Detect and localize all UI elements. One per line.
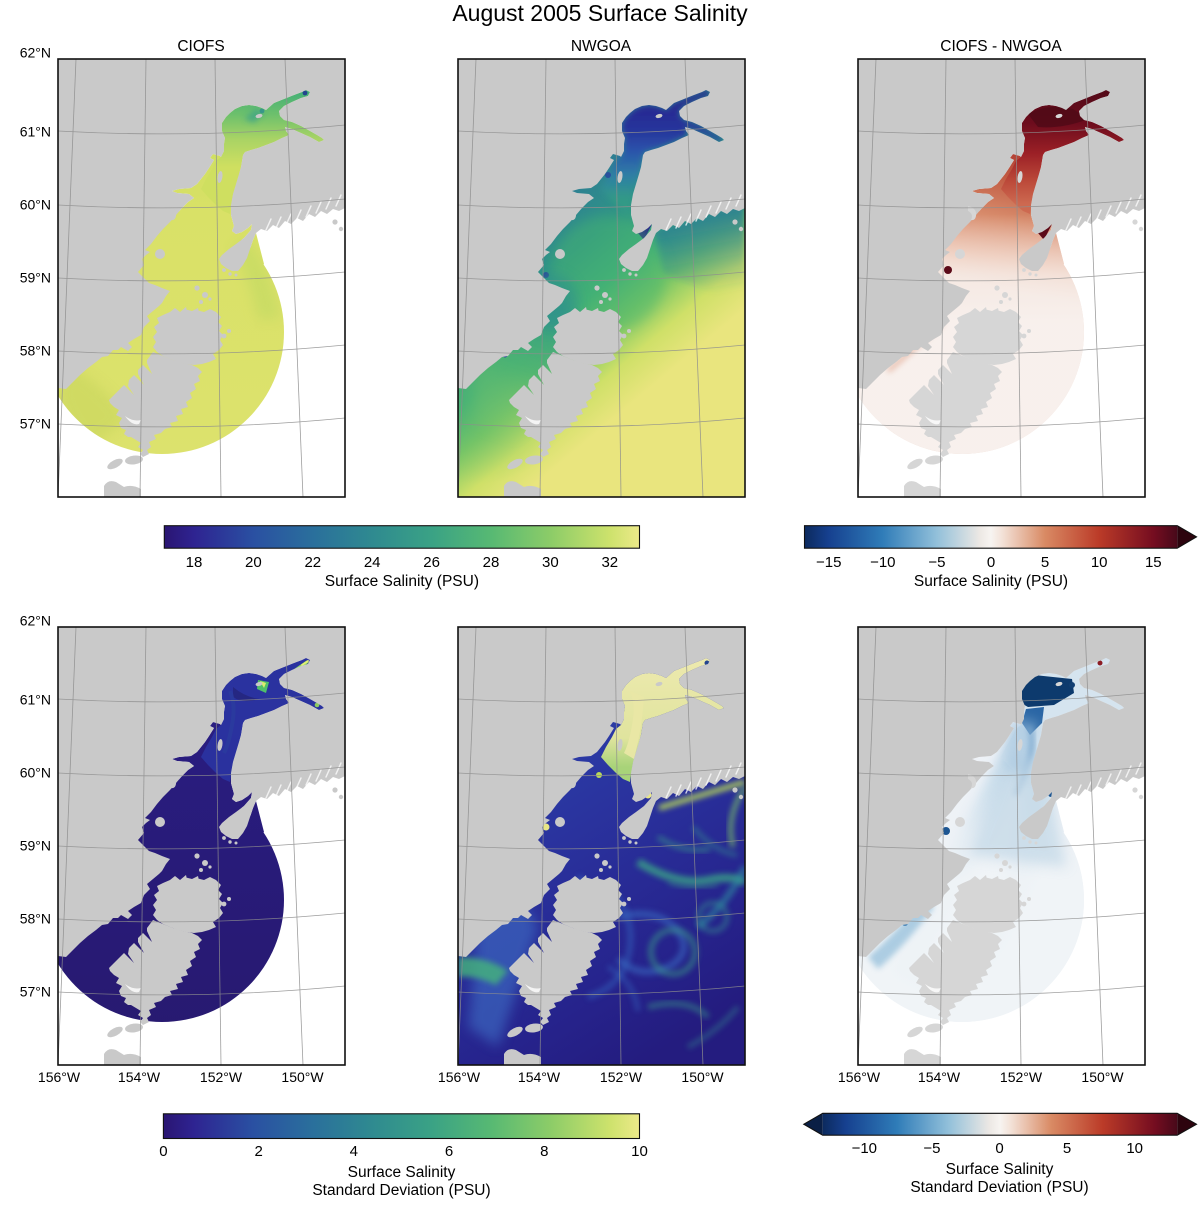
svg-text:152°W: 152°W (200, 1069, 243, 1085)
svg-text:22: 22 (304, 554, 321, 571)
svg-text:60°N: 60°N (20, 765, 51, 781)
svg-text:152°W: 152°W (1000, 1069, 1043, 1085)
svg-text:15: 15 (1145, 554, 1162, 571)
svg-text:20: 20 (245, 554, 262, 571)
svg-text:4: 4 (350, 1143, 358, 1160)
svg-text:150°W: 150°W (681, 1069, 724, 1085)
svg-text:5: 5 (1041, 554, 1049, 571)
svg-text:24: 24 (364, 554, 381, 571)
svg-text:0: 0 (987, 554, 995, 571)
svg-text:150°W: 150°W (281, 1069, 324, 1085)
svg-text:CIOFS - NWGOA: CIOFS - NWGOA (940, 38, 1062, 55)
svg-text:Surface Salinity (PSU): Surface Salinity (PSU) (914, 573, 1068, 590)
svg-text:CIOFS: CIOFS (177, 38, 224, 55)
svg-text:62°N: 62°N (20, 613, 51, 629)
svg-text:60°N: 60°N (20, 197, 51, 213)
svg-text:62°N: 62°N (20, 45, 51, 61)
svg-text:156°W: 156°W (438, 1069, 481, 1085)
svg-text:6: 6 (445, 1143, 453, 1160)
svg-text:8: 8 (540, 1143, 548, 1160)
svg-text:154°W: 154°W (118, 1069, 161, 1085)
svg-text:5: 5 (1063, 1140, 1071, 1157)
svg-text:Standard Deviation (PSU): Standard Deviation (PSU) (312, 1182, 490, 1199)
svg-text:−10: −10 (870, 554, 895, 571)
svg-text:−15: −15 (816, 554, 841, 571)
svg-text:0: 0 (159, 1143, 167, 1160)
svg-text:August 2005 Surface Salinity: August 2005 Surface Salinity (452, 0, 748, 26)
svg-text:59°N: 59°N (20, 838, 51, 854)
svg-text:0: 0 (995, 1140, 1003, 1157)
svg-text:NWGOA: NWGOA (571, 38, 632, 55)
svg-text:Surface Salinity: Surface Salinity (348, 1164, 456, 1181)
svg-text:61°N: 61°N (20, 124, 51, 140)
svg-text:Surface Salinity (PSU): Surface Salinity (PSU) (325, 573, 479, 590)
svg-text:32: 32 (601, 554, 618, 571)
svg-text:−10: −10 (852, 1140, 877, 1157)
svg-text:59°N: 59°N (20, 270, 51, 286)
svg-text:−5: −5 (923, 1140, 940, 1157)
svg-text:154°W: 154°W (918, 1069, 961, 1085)
svg-text:26: 26 (423, 554, 440, 571)
svg-text:10: 10 (631, 1143, 648, 1160)
svg-text:30: 30 (542, 554, 559, 571)
svg-text:57°N: 57°N (20, 416, 51, 432)
svg-text:Standard Deviation (PSU): Standard Deviation (PSU) (910, 1179, 1088, 1196)
svg-text:57°N: 57°N (20, 984, 51, 1000)
svg-text:156°W: 156°W (838, 1069, 881, 1085)
svg-text:Surface Salinity: Surface Salinity (946, 1161, 1054, 1178)
svg-text:58°N: 58°N (20, 343, 51, 359)
svg-text:10: 10 (1126, 1140, 1143, 1157)
svg-text:−5: −5 (928, 554, 945, 571)
svg-text:10: 10 (1091, 554, 1108, 571)
svg-text:28: 28 (483, 554, 500, 571)
svg-text:154°W: 154°W (518, 1069, 561, 1085)
svg-text:150°W: 150°W (1081, 1069, 1124, 1085)
svg-text:156°W: 156°W (38, 1069, 81, 1085)
svg-text:18: 18 (186, 554, 203, 571)
svg-text:58°N: 58°N (20, 911, 51, 927)
svg-text:61°N: 61°N (20, 692, 51, 708)
svg-text:2: 2 (254, 1143, 262, 1160)
svg-text:152°W: 152°W (600, 1069, 643, 1085)
